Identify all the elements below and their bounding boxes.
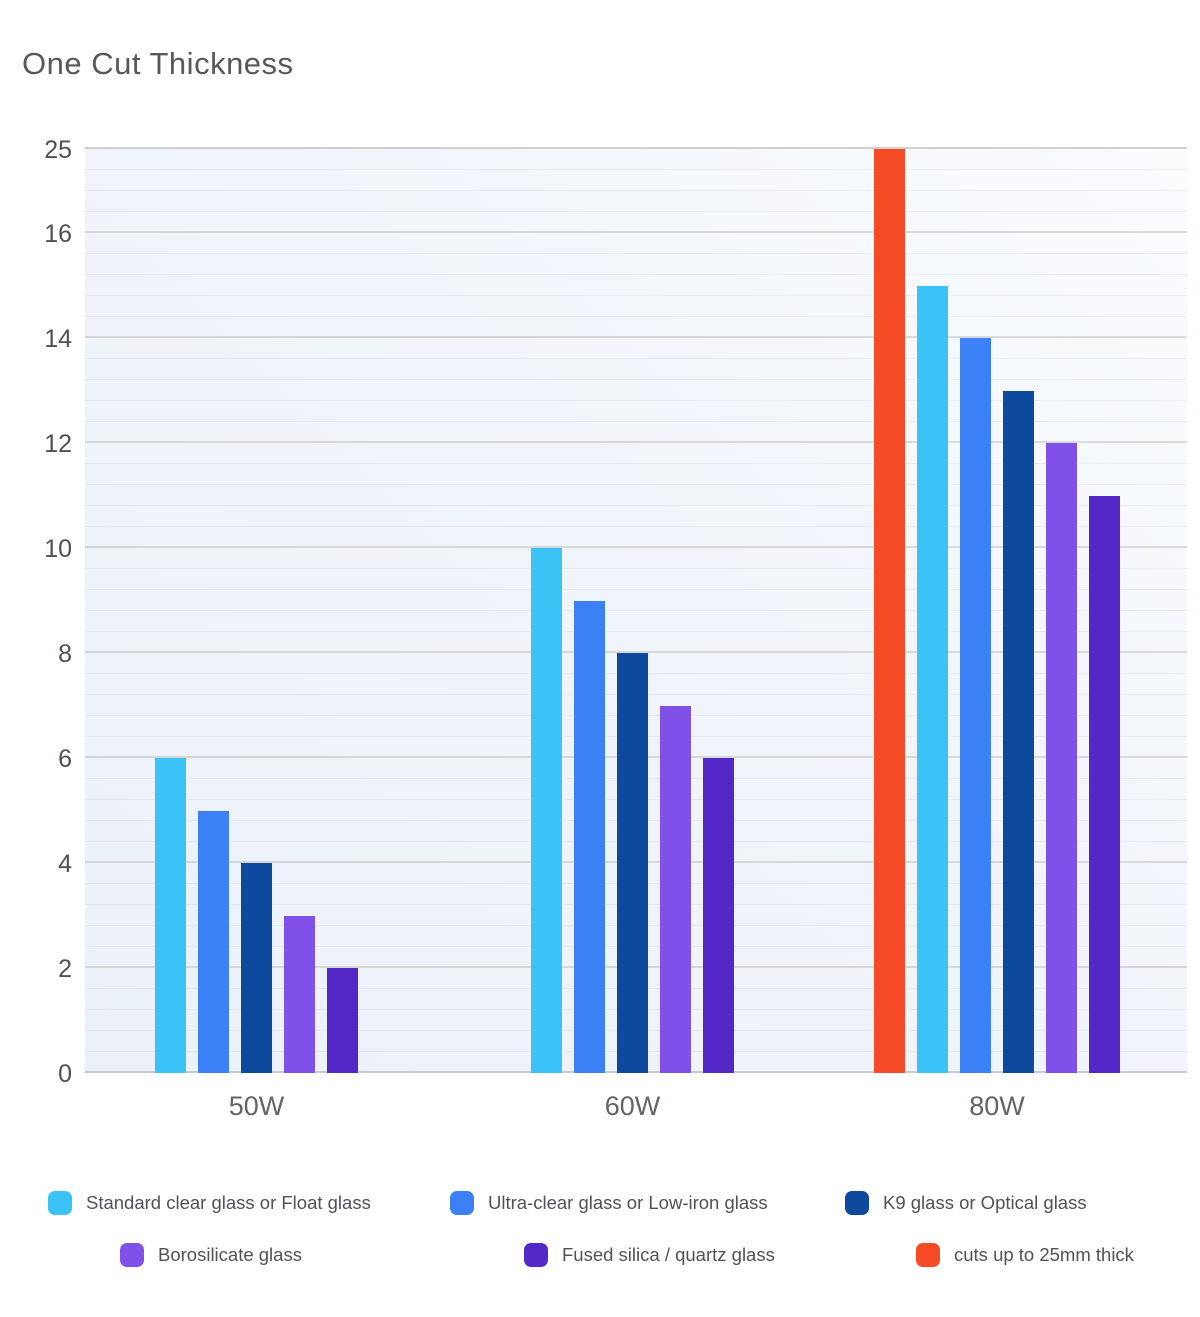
legend-item-cuts-25mm: cuts up to 25mm thick [916,1242,1134,1268]
gridline [85,231,1187,233]
legend-swatch-cyan [48,1191,72,1215]
bar-80w-series5 [874,149,905,1073]
gridline [85,294,1187,296]
legend-item-k9-glass: K9 glass or Optical glass [845,1190,1087,1216]
gridline [85,273,1187,275]
y-tick-label: 6 [58,745,72,773]
y-tick-label: 16 [44,220,72,248]
legend-label: Fused silica / quartz glass [562,1244,775,1265]
legend-item-fused-silica: Fused silica / quartz glass [524,1242,775,1268]
bar-80w-series4 [1089,495,1120,1073]
bar-80w-series1 [960,338,991,1073]
y-tick-label: 12 [44,430,72,458]
chart-plot-area [85,146,1187,1073]
gridline [85,336,1187,338]
legend-swatch-dark-purple [524,1243,548,1267]
gridline [85,357,1187,359]
legend-item-standard-clear-glass: Standard clear glass or Float glass [48,1190,371,1216]
bar-60w-series1 [574,600,605,1073]
y-tick-label: 2 [58,955,72,983]
legend-swatch-blue [450,1191,474,1215]
gridline [85,210,1187,212]
gridline [85,189,1187,191]
x-axis-label-60w: 60W [604,1091,661,1121]
bar-60w-series3 [660,705,691,1073]
legend-label: cuts up to 25mm thick [954,1244,1134,1265]
x-axis-label-80w: 80W [969,1091,1025,1121]
y-tick-label: 10 [44,535,72,563]
y-tick-label: 25 [44,136,72,164]
legend-label: Standard clear glass or Float glass [86,1192,371,1213]
legend-item-borosilicate-glass: Borosilicate glass [120,1242,302,1268]
gridline [85,378,1187,380]
bar-80w-series2 [1003,390,1034,1073]
bar-60w-series4 [703,758,734,1073]
legend-item-ultra-clear-glass: Ultra-clear glass or Low-iron glass [450,1190,768,1216]
bar-50w-series0 [155,758,186,1073]
legend-label: Borosilicate glass [158,1244,302,1265]
gridline [85,146,1187,149]
bar-50w-series3 [284,915,315,1073]
legend-label: Ultra-clear glass or Low-iron glass [488,1192,768,1213]
legend-swatch-dark-blue [845,1191,869,1215]
y-tick-label: 14 [44,325,72,353]
bar-50w-series1 [198,810,229,1073]
gridline [85,252,1187,254]
gridline [85,168,1187,170]
y-tick-label: 4 [58,850,72,878]
x-axis-label-50w: 50W [228,1091,285,1121]
legend-swatch-purple [120,1243,144,1267]
bar-60w-series0 [531,548,562,1073]
bar-60w-series2 [617,653,648,1073]
bar-80w-series3 [1046,443,1077,1073]
page-title: One Cut Thickness [22,46,294,81]
bar-50w-series4 [327,968,358,1073]
legend-label: K9 glass or Optical glass [883,1192,1087,1213]
bar-50w-series2 [241,863,272,1073]
y-tick-label: 8 [58,640,72,668]
legend-swatch-orange [916,1243,940,1267]
y-tick-label: 0 [58,1060,72,1088]
gridline [85,315,1187,317]
bar-80w-series0 [917,285,948,1073]
